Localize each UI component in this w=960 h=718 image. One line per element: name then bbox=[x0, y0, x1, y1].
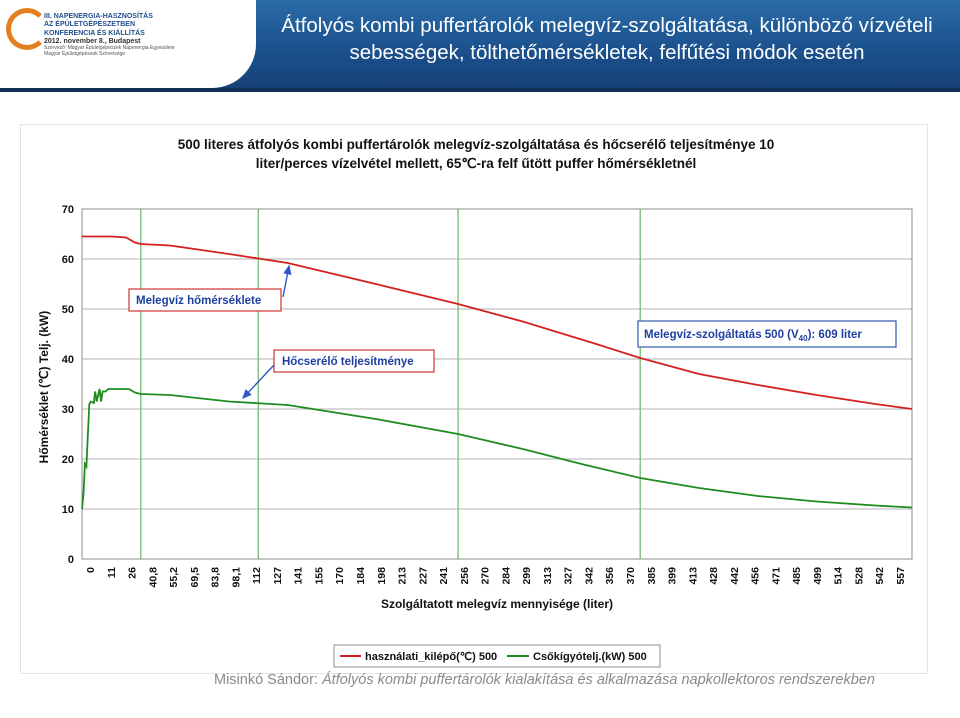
x-tick-label: 112 bbox=[251, 567, 263, 584]
callout-hocserelo-text: Hőcserélő teljesítménye bbox=[282, 356, 414, 368]
callout-melegviz-arrow bbox=[282, 264, 292, 298]
logo-line-2: AZ ÉPÜLETGÉPÉSZETBEN bbox=[44, 21, 136, 29]
x-tick-label: 127 bbox=[272, 567, 284, 585]
x-tick-label: 155 bbox=[313, 567, 325, 585]
x-tick-label: 370 bbox=[625, 567, 637, 585]
legend-label-green: Csőkígyótelj.(kW) 500 bbox=[533, 651, 647, 663]
x-tick-label: 471 bbox=[770, 567, 782, 585]
x-tick-label: 299 bbox=[521, 567, 533, 585]
x-tick-label: 557 bbox=[895, 567, 907, 585]
footer-work: Átfolyós kombi puffertárolók kialakítása… bbox=[322, 672, 875, 688]
y-tick-label: 70 bbox=[62, 204, 74, 216]
x-tick-label: 514 bbox=[833, 567, 845, 585]
x-tick-label: 184 bbox=[355, 567, 367, 585]
x-tick-label: 98,1 bbox=[230, 567, 242, 588]
plot-area-border bbox=[81, 208, 913, 560]
series-line-coil-power bbox=[81, 388, 913, 510]
x-tick-label: 413 bbox=[687, 567, 699, 585]
x-tick-label: 270 bbox=[480, 567, 492, 585]
y-tick-label: 10 bbox=[62, 504, 74, 516]
x-tick-label: 528 bbox=[853, 567, 865, 585]
x-tick-label: 55,2 bbox=[168, 567, 180, 588]
x-tick-label: 485 bbox=[791, 567, 803, 585]
x-tick-label: 170 bbox=[334, 567, 346, 585]
x-tick-label: 428 bbox=[708, 567, 720, 585]
x-tick-label: 385 bbox=[646, 567, 658, 585]
callout-capacity: Melegvíz-szolgáltatás 500 (V40): 609 lit… bbox=[637, 320, 897, 348]
x-tick-label: 26 bbox=[127, 567, 139, 579]
x-tick-label: 327 bbox=[563, 567, 575, 585]
x-tick-label: 11 bbox=[106, 567, 118, 578]
y-axis-label: Hőmérséklet (℃) Telj. (kW) bbox=[37, 311, 51, 464]
x-tick-label: 499 bbox=[812, 567, 824, 585]
callout-capacity-main: Melegvíz-szolgáltatás 500 (V bbox=[644, 329, 799, 341]
x-tick-label: 141 bbox=[293, 567, 305, 585]
x-tick-label: 342 bbox=[583, 567, 595, 585]
slide-footer: Misinkó Sándor: Átfolyós kombi puffertár… bbox=[214, 672, 954, 688]
x-tick-label: 83,8 bbox=[210, 567, 222, 588]
chart-title-line-1: 500 literes átfolyós kombi puffertárolók… bbox=[178, 137, 774, 152]
x-tick-label: 284 bbox=[500, 567, 512, 585]
slide-title-line-2: sebességek, tölthetőmérsékletek, felfűté… bbox=[349, 41, 865, 64]
x-tick-label: 399 bbox=[667, 567, 679, 585]
logo-line-5: Szervező: Magyar Épületgépészek Napenerg… bbox=[44, 45, 175, 51]
x-tick-label: 313 bbox=[542, 567, 554, 585]
logo-line-6: Magyar Épületgépészek Szövetsége bbox=[44, 50, 126, 57]
legend-label-red: használati_kilépő(℃) 500 bbox=[365, 651, 497, 663]
chart-panel: 500 literes átfolyós kombi puffertárolók… bbox=[20, 124, 928, 674]
logo-line-3: KONFERENCIA ÉS KIÁLLÍTÁS bbox=[44, 29, 145, 37]
x-tick-label: 40,8 bbox=[147, 567, 159, 588]
x-tick-label: 542 bbox=[874, 567, 886, 585]
x-tick-label: 241 bbox=[438, 567, 450, 585]
y-tick-label: 20 bbox=[62, 454, 74, 466]
y-tick-label: 30 bbox=[62, 404, 74, 416]
slide-title: Átfolyós kombi puffertárolók melegvíz-sz… bbox=[262, 12, 952, 66]
gridlines bbox=[82, 208, 912, 560]
x-tick-label: 256 bbox=[459, 567, 471, 585]
logo-text: III. NAPENERGIA-HASZNOSÍTÁS AZ ÉPÜLETGÉP… bbox=[44, 13, 244, 58]
x-tick-labels: 0 11 26 40,8 55,2 69,5 83,8 98,1 112 127 141 155 170… bbox=[85, 567, 907, 588]
y-tick-label: 40 bbox=[62, 354, 74, 366]
callout-capacity-text: Melegvíz-szolgáltatás 500 (V40): 609 lit… bbox=[644, 329, 862, 343]
legend: használati_kilépő(℃) 500 Csőkígyótelj.(k… bbox=[333, 644, 661, 668]
logo-ring-icon bbox=[6, 8, 48, 50]
callout-capacity-sub: 40 bbox=[799, 334, 808, 343]
x-tick-label: 442 bbox=[729, 567, 741, 585]
conference-logo: III. NAPENERGIA-HASZNOSÍTÁS AZ ÉPÜLETGÉP… bbox=[0, 0, 256, 88]
x-tick-label: 356 bbox=[604, 567, 616, 585]
x-tick-label: 0 bbox=[85, 567, 97, 573]
series-line-hot-water-temp bbox=[82, 235, 913, 410]
callout-hocserelo-arrow bbox=[242, 364, 275, 400]
series-lines bbox=[81, 235, 913, 510]
x-axis-label: Szolgáltatott melegvíz mennyisége (liter… bbox=[381, 597, 613, 611]
y-tick-label: 50 bbox=[62, 304, 74, 316]
callout-melegviz-text: Melegvíz hőmérséklete bbox=[136, 295, 261, 307]
logo-line-1: III. NAPENERGIA-HASZNOSÍTÁS bbox=[44, 13, 153, 20]
callout-hocserelo: Hőcserélő teljesítménye bbox=[242, 349, 435, 400]
callout-capacity-end: ): 609 liter bbox=[808, 329, 863, 341]
chart-title-line-2: liter/perces vízelvétel mellett, 65℃-ra … bbox=[256, 156, 697, 171]
x-tick-label: 69,5 bbox=[189, 567, 201, 588]
vertical-markers bbox=[140, 209, 641, 559]
chart: 500 literes átfolyós kombi puffertárolók… bbox=[37, 137, 913, 668]
callout-melegviz: Melegvíz hőmérséklete bbox=[128, 264, 292, 312]
logo-line-4: 2012. november 8., Budapest bbox=[44, 37, 141, 45]
footer-author: Misinkó Sándor: bbox=[214, 672, 322, 688]
x-tick-label: 198 bbox=[376, 567, 388, 585]
y-tick-label: 0 bbox=[68, 554, 74, 566]
x-tick-label: 213 bbox=[397, 567, 409, 585]
x-tick-label: 456 bbox=[750, 567, 762, 585]
x-tick-label: 227 bbox=[417, 567, 429, 585]
slide-title-line-1: Átfolyós kombi puffertárolók melegvíz-sz… bbox=[281, 14, 933, 37]
y-tick-label: 60 bbox=[62, 254, 74, 266]
y-tick-labels: 0 10 20 30 40 50 60 70 bbox=[62, 204, 74, 566]
slide-header: III. NAPENERGIA-HASZNOSÍTÁS AZ ÉPÜLETGÉP… bbox=[0, 0, 960, 92]
